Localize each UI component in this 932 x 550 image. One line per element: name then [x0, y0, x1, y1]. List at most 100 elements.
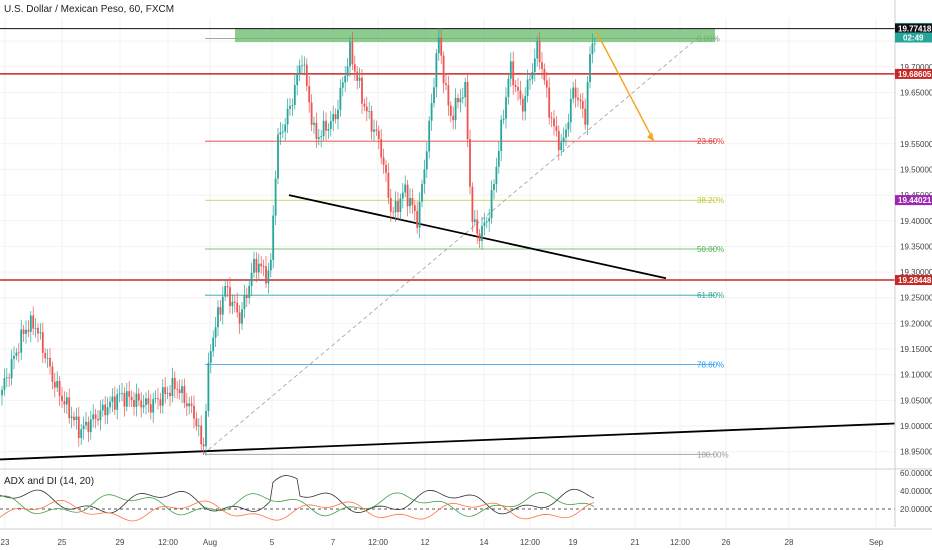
- candle-body: [435, 53, 438, 88]
- candle-body: [181, 386, 183, 394]
- candle-body: [334, 114, 337, 120]
- candle-body: [49, 357, 51, 367]
- candle-body: [466, 81, 469, 140]
- price-label: 19.68605: [898, 70, 932, 79]
- candle-body: [579, 99, 582, 102]
- fib-level-label: 78.60%: [697, 360, 724, 369]
- candle-body: [133, 400, 135, 407]
- candle-body: [301, 65, 303, 67]
- candle-body: [154, 398, 157, 400]
- candle-body: [317, 137, 320, 139]
- candle-body: [73, 416, 75, 421]
- candle-body: [265, 266, 267, 284]
- candle-body: [425, 151, 428, 170]
- candle-body: [17, 352, 20, 354]
- candle-body: [245, 295, 248, 299]
- candle-body: [461, 97, 464, 99]
- candle-body: [591, 43, 594, 55]
- candle-body: [502, 118, 505, 120]
- candle-body: [289, 105, 291, 109]
- candle-body: [212, 337, 215, 352]
- candle-body: [536, 41, 539, 59]
- price-label: 19.44021: [898, 196, 932, 205]
- candle-body: [476, 219, 479, 234]
- candle-body: [392, 211, 395, 213]
- price-tick: 19.10000: [900, 371, 932, 380]
- price-tick: 19.20000: [900, 319, 932, 328]
- candle-body: [543, 68, 546, 81]
- candle-body: [452, 115, 455, 121]
- time-tick: 12:00: [520, 538, 541, 547]
- chart-title: U.S. Dollar / Mexican Peso, 60, FXCM: [4, 4, 175, 15]
- candle-body: [214, 327, 217, 338]
- candle-body: [310, 102, 313, 125]
- candle-body: [416, 211, 419, 228]
- candle-body: [399, 198, 402, 213]
- price-tick: 19.15000: [900, 345, 932, 354]
- candle-body: [281, 131, 284, 133]
- adx-panel: [0, 468, 932, 522]
- candle-body: [411, 197, 414, 206]
- price-tick: 19.05000: [900, 396, 932, 405]
- candle-body: [581, 101, 584, 109]
- candle-body: [197, 425, 200, 427]
- candle-body: [41, 332, 44, 353]
- indicator-tick: 60.00000: [900, 469, 932, 478]
- candle-body: [512, 61, 515, 86]
- candle-body: [269, 259, 272, 271]
- candle-body: [406, 184, 409, 207]
- candle-body: [464, 81, 467, 98]
- candle-body: [140, 400, 143, 408]
- candle-body: [13, 355, 15, 359]
- candle-body: [569, 98, 572, 123]
- candle-body: [519, 90, 522, 99]
- candle-body: [589, 54, 591, 83]
- candle-body: [39, 332, 42, 334]
- candle-body: [65, 397, 68, 405]
- candle-body: [509, 61, 512, 79]
- candle-body: [478, 233, 481, 241]
- candle-body: [473, 219, 476, 222]
- candle-body: [485, 221, 488, 223]
- candle-body: [560, 142, 563, 151]
- candle-body: [433, 87, 435, 104]
- candle-body: [305, 64, 308, 87]
- candle-body: [490, 189, 493, 219]
- candle-body: [260, 263, 263, 267]
- fib-level-label: 100.00%: [697, 450, 729, 459]
- candle-body: [361, 77, 363, 104]
- candle-body: [104, 404, 107, 416]
- price-tick: 19.30000: [900, 268, 932, 277]
- indicator-title: ADX and DI (14, 20): [4, 476, 95, 487]
- time-tick: 23: [1, 538, 10, 547]
- candle-body: [320, 136, 323, 138]
- candle-body: [401, 192, 404, 199]
- candle-body: [385, 164, 387, 173]
- candle-body: [382, 157, 385, 165]
- candle-body: [231, 301, 234, 307]
- candle-body: [190, 403, 193, 406]
- candle-body: [548, 87, 551, 118]
- candle-body: [202, 444, 205, 447]
- candle-body: [171, 377, 174, 397]
- candle-body: [365, 106, 368, 112]
- price-label: 19.77418: [898, 25, 932, 34]
- candle-body: [497, 151, 500, 167]
- time-tick: 12:00: [368, 538, 389, 547]
- time-axis[interactable]: 23 25 29 12:00 Aug 5 7 12:00 12 14 12:00 19 21 12:00 2…: [0, 528, 932, 547]
- price-axis[interactable]: 19.7000019.6500019.5500019.5000019.45000…: [894, 0, 932, 527]
- fib-level-label: 23.60%: [697, 137, 724, 146]
- candle-body: [397, 201, 399, 213]
- candle-body: [1, 389, 3, 396]
- candle-body: [517, 87, 519, 91]
- price-labels: 19.7756619.7741819.6860519.4402119.28448…: [895, 22, 932, 286]
- candle-body: [137, 393, 140, 401]
- candle-body: [322, 120, 325, 137]
- time-tick: 29: [116, 538, 125, 547]
- resistance-zone-box: [235, 28, 715, 43]
- candle-body: [279, 132, 282, 135]
- candle-body: [423, 169, 426, 185]
- candle-body: [176, 388, 179, 390]
- candle-body: [142, 405, 145, 408]
